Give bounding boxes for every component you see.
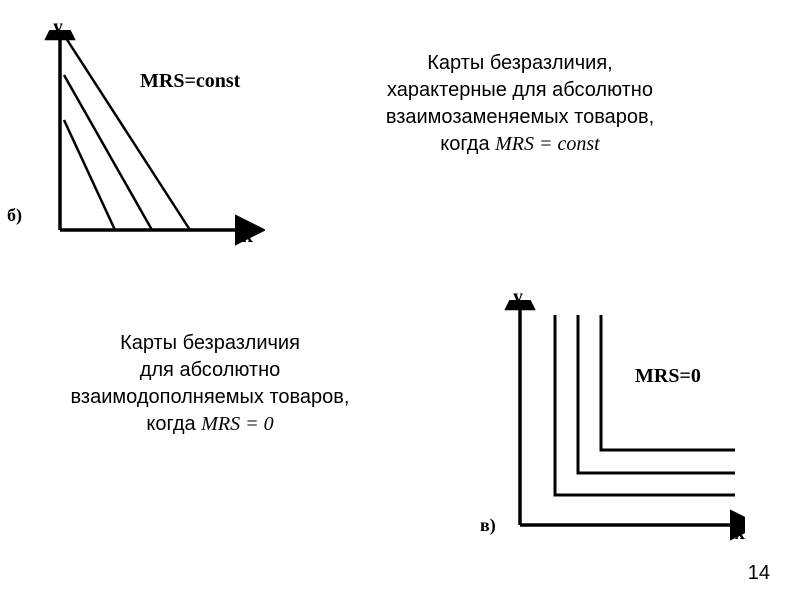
- caption-top-l3: взаимозаменяемых товаров,: [300, 104, 740, 131]
- chart-c-x-label: x: [735, 522, 745, 545]
- chart-b-mrs: MRS=const: [140, 70, 240, 93]
- chart-c-svg: [485, 300, 745, 560]
- caption-top-l2: характерные для абсолютно: [300, 77, 740, 104]
- chart-c-mrs: MRS=0: [635, 365, 701, 388]
- caption-mid-l4-italic: MRS = 0: [201, 413, 273, 435]
- caption-mid-l1: Карты безразличия: [25, 330, 395, 357]
- caption-mid-l3: взаимодополняемых товаров,: [25, 384, 395, 411]
- chart-c-y-label: y: [513, 286, 523, 309]
- chart-b-panel-label: б): [7, 205, 22, 226]
- caption-top-l4: когда MRS = const: [300, 131, 740, 158]
- caption-top-l1: Карты безразличия,: [300, 50, 740, 77]
- caption-mid-l2: для абсолютно: [25, 357, 395, 384]
- chart-b-x-label: x: [243, 225, 253, 248]
- page-number: 14: [748, 562, 770, 585]
- chart-b-y-label: y: [53, 16, 63, 39]
- chart-substitutes: y x б) MRS=const: [25, 30, 265, 265]
- caption-top-l4-italic: MRS = const: [495, 133, 600, 155]
- caption-top-l4-prefix: когда: [440, 133, 495, 155]
- chart-complements: y x в) MRS=0: [485, 300, 745, 560]
- caption-complements: Карты безразличия для абсолютно взаимодо…: [25, 330, 395, 438]
- caption-substitutes: Карты безразличия, характерные для абсол…: [300, 50, 740, 158]
- chart-b-svg: [25, 30, 265, 265]
- caption-mid-l4-prefix: когда: [146, 413, 201, 435]
- slide: y x б) MRS=const Карты безразличия, хара…: [0, 0, 800, 600]
- caption-mid-l4: когда MRS = 0: [25, 411, 395, 438]
- chart-c-panel-label: в): [480, 515, 496, 536]
